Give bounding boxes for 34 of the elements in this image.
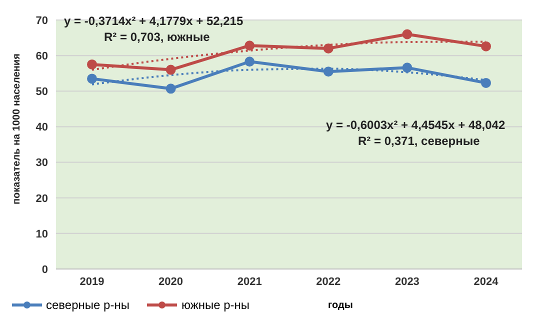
point	[323, 43, 334, 54]
y-tick-label: 10	[36, 228, 48, 240]
x-axis-title: годы	[328, 300, 353, 311]
y-axis-title: показатель на 1000 населения	[12, 53, 23, 204]
point	[323, 66, 334, 77]
annotation: R² = 0,703, южные	[104, 30, 210, 44]
point	[481, 41, 491, 52]
annotation: y = -0,6003x² + 4,4545x + 48,042	[326, 118, 506, 132]
point	[481, 78, 491, 88]
x-tick-label: 2021	[237, 276, 262, 288]
y-tick-label: 0	[42, 264, 48, 276]
annotation: R² = 0,371, северные	[358, 134, 480, 148]
x-tick-label: 2020	[158, 276, 184, 288]
y-tick-label: 40	[36, 122, 48, 134]
point	[87, 74, 97, 84]
y-tick-label: 30	[36, 157, 48, 170]
point	[402, 29, 412, 40]
legend-label: северные р-ны	[46, 298, 130, 312]
y-tick-label: 60	[36, 50, 48, 62]
point	[166, 64, 176, 75]
x-tick-label: 2019	[80, 276, 104, 288]
point	[244, 56, 255, 67]
x-tick-label: 2023	[394, 276, 420, 288]
y-tick-label: 70	[36, 14, 48, 27]
point	[244, 40, 255, 51]
y-tick-label: 20	[36, 192, 48, 205]
legend-label: южные р-ны	[181, 298, 250, 312]
annotation: y = -0,3714x² + 4,1779x + 52,215	[64, 14, 244, 28]
x-tick-label: 2024	[474, 276, 500, 288]
point	[166, 84, 176, 94]
y-tick-label: 50	[36, 86, 48, 98]
point	[402, 62, 412, 73]
x-tick-label: 2022	[316, 276, 341, 288]
point	[87, 59, 97, 70]
